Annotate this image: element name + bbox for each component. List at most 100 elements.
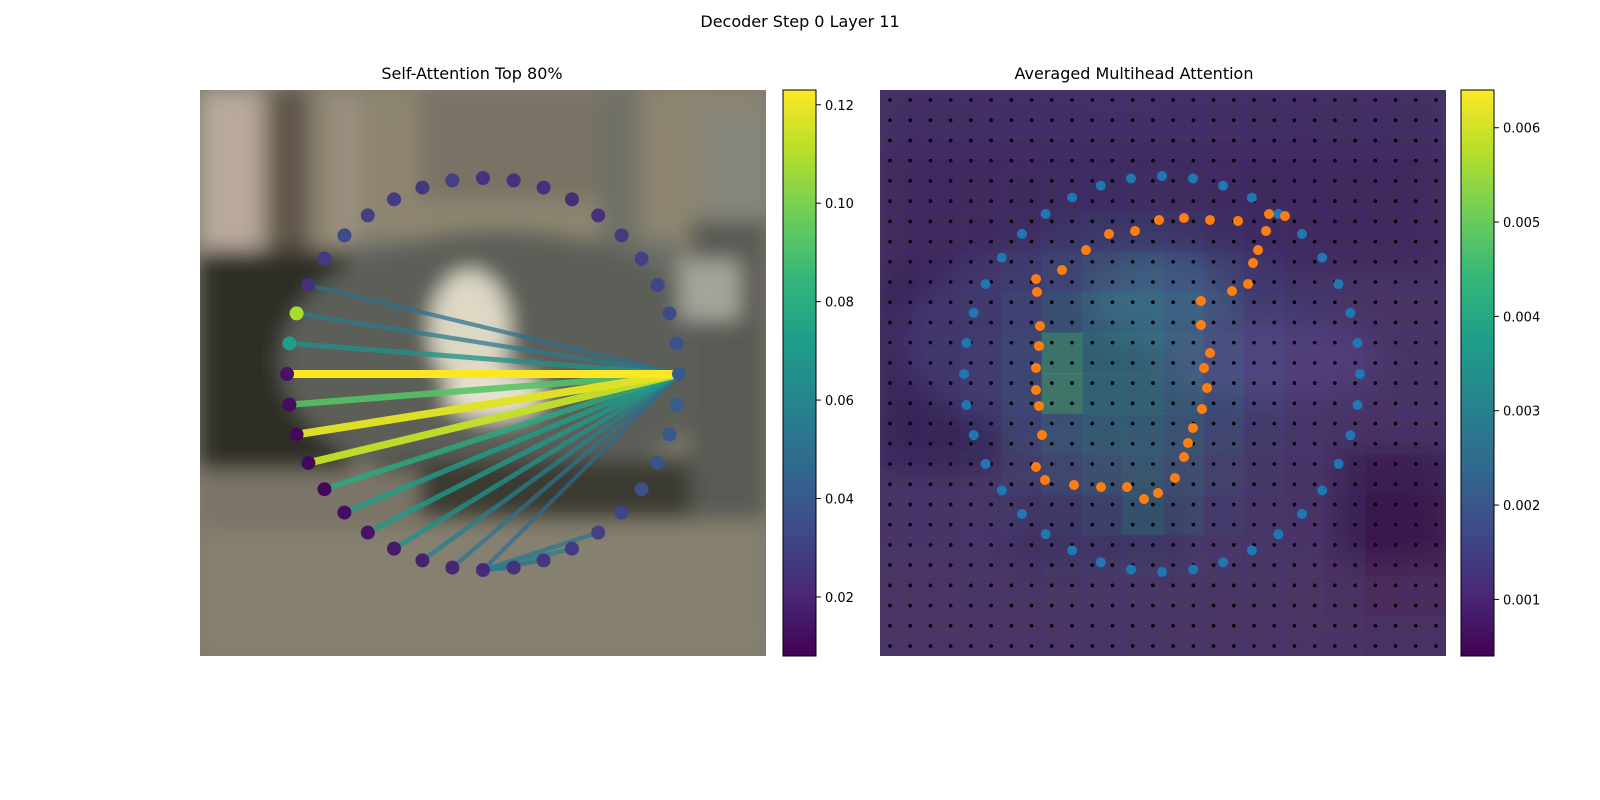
grid-dot — [1333, 381, 1337, 385]
grid-dot — [1413, 320, 1418, 325]
ring-point — [280, 367, 294, 381]
heatmap-cell — [1284, 292, 1326, 334]
grid-dot — [1292, 401, 1297, 406]
grid-dot — [1009, 603, 1014, 608]
grid-dot — [1090, 300, 1095, 305]
grid-dot — [1434, 644, 1438, 648]
grid-dot — [1211, 259, 1216, 264]
right-colorbar — [1460, 89, 1495, 657]
heatmap-cell — [1365, 90, 1407, 131]
grid-dot — [1151, 320, 1155, 325]
grid-dot — [1413, 623, 1418, 628]
heatmap-cell — [880, 211, 921, 253]
grid-dot — [1070, 219, 1074, 224]
colorbar-tick-label: 0.001 — [1503, 593, 1540, 608]
grid-dot — [1070, 381, 1074, 385]
grid-dot — [1292, 563, 1297, 567]
heatmap-cell — [1203, 413, 1245, 455]
grid-dot — [1434, 280, 1438, 284]
grid-dot — [1413, 300, 1418, 305]
grid-dot — [1413, 179, 1418, 183]
heatmap-cell — [920, 251, 962, 293]
ring-point — [289, 306, 304, 321]
ring-point — [650, 278, 665, 293]
grid-dot — [1333, 502, 1337, 507]
grid-dot — [1272, 300, 1277, 305]
grid-dot — [1353, 300, 1357, 305]
grid-dot — [948, 138, 953, 143]
grid-dot — [1110, 441, 1115, 446]
inner-point — [1154, 215, 1164, 225]
grid-dot — [1333, 138, 1337, 143]
grid-dot — [1009, 644, 1014, 648]
grid-dot — [989, 401, 993, 406]
grid-dot — [1191, 280, 1196, 284]
grid-dot — [1090, 340, 1095, 345]
attention-edge — [343, 371, 681, 516]
left-colorbar-ticks: 0.02 0.04 0.06 0.08 0.10 0.12 — [816, 99, 854, 606]
grid-dot — [928, 462, 933, 466]
grid-dot — [1252, 118, 1256, 123]
grid-dot — [1049, 199, 1054, 203]
heatmap-cell — [1041, 494, 1083, 536]
grid-dot — [1029, 502, 1034, 507]
grid-dot — [1130, 158, 1135, 163]
heatmap-cell — [1365, 251, 1407, 293]
inner-point — [1122, 482, 1132, 492]
grid-dot — [1130, 623, 1135, 628]
grid-dot — [1070, 603, 1074, 608]
grid-dot — [1333, 603, 1337, 608]
heatmap-cell — [1284, 615, 1326, 656]
grid-dot — [1393, 482, 1398, 487]
grid-dot — [969, 603, 973, 608]
inner-point — [1037, 430, 1047, 440]
inner-point — [1035, 321, 1045, 331]
grid-dot — [1070, 179, 1074, 183]
heatmap-cell — [920, 413, 962, 455]
grid-dot — [969, 644, 973, 648]
grid-dot — [1151, 138, 1155, 143]
grid-dot — [888, 138, 892, 143]
ring-point — [669, 397, 684, 412]
grid-dot — [1171, 563, 1175, 567]
grid-dot — [1090, 401, 1095, 406]
grid-dot — [1333, 199, 1337, 203]
grid-dot — [948, 340, 953, 345]
figure-title: Decoder Step 0 Layer 11 — [700, 12, 900, 31]
grid-dot — [1434, 199, 1438, 203]
ring-point — [415, 180, 430, 195]
grid-dot — [1211, 158, 1216, 163]
grid-dot — [1393, 259, 1398, 264]
grid-dot — [1090, 421, 1095, 426]
grid-dot — [1110, 219, 1115, 224]
grid-dot — [1171, 522, 1175, 527]
grid-dot — [1333, 179, 1337, 183]
heatmap-cell — [1365, 130, 1407, 172]
grid-dot — [1049, 603, 1054, 608]
grid-dot — [969, 300, 973, 305]
grid-dot — [1110, 158, 1115, 163]
grid-dot — [1090, 320, 1095, 325]
heatmap-cell — [1324, 575, 1366, 617]
grid-dot — [1312, 583, 1317, 588]
grid-dot — [1333, 441, 1337, 446]
ring-point — [536, 553, 551, 568]
inner-point — [1205, 215, 1215, 225]
outer-point — [959, 369, 969, 379]
grid-dot — [1292, 98, 1297, 102]
grid-dot — [1393, 219, 1398, 224]
heatmap-cell — [1041, 332, 1083, 374]
grid-dot — [1191, 482, 1196, 487]
grid-dot — [1373, 644, 1378, 648]
grid-dot — [948, 98, 953, 102]
inner-point — [1179, 452, 1189, 462]
heatmap-cell — [1163, 615, 1204, 656]
grid-dot — [989, 300, 993, 305]
grid-dot — [1413, 522, 1418, 527]
grid-dot — [1231, 563, 1236, 567]
attention-edge — [307, 370, 680, 467]
outer-point — [1157, 171, 1167, 181]
grid-dot — [1130, 199, 1135, 203]
grid-dot — [1211, 199, 1216, 203]
